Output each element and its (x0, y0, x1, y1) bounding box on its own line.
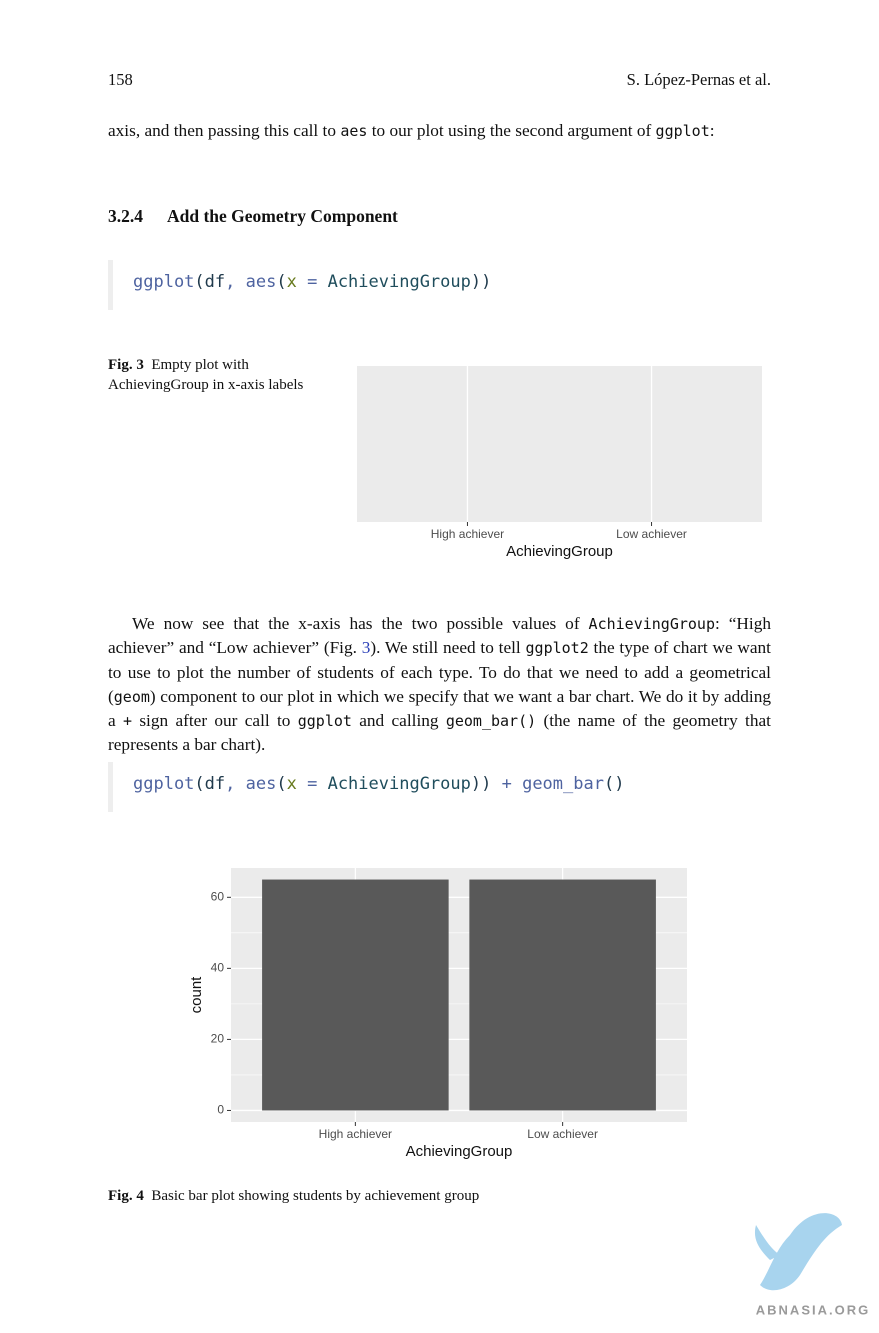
link[interactable]: 3 (361, 638, 371, 658)
text-run: We now see that the x-axis has the two p… (132, 614, 589, 633)
text-run: to our plot using the second argument of (367, 121, 656, 140)
code-token: + (491, 774, 523, 794)
code-token: = (296, 272, 328, 292)
inline-code: ggplot2 (525, 639, 589, 658)
inline-code: + (122, 712, 133, 731)
section-title: Add the Geometry Component (167, 206, 398, 226)
text-run: and calling (351, 711, 446, 731)
code-token: )) (470, 272, 492, 292)
text-run: : “High achiever” and “Low achiever” (Fi… (108, 614, 771, 658)
text-run: axis, and then passing this call to (108, 121, 341, 140)
text-run: : (709, 121, 715, 140)
plot-panel (357, 366, 762, 522)
code: ggplot(df, aes(x = AchievingGroup)) + ge… (133, 774, 624, 794)
code-token: ggplot (133, 774, 195, 794)
text-run: (the name of the geometry that represent… (108, 711, 771, 755)
figure-label: Fig. 4 (108, 1188, 144, 1204)
watermark: ABNASIA.ORG (756, 1302, 870, 1317)
figure-caption: Fig. 4 Basic bar plot showing students b… (108, 1188, 479, 1205)
code-token: AchievingGroup (327, 774, 471, 794)
code-token: ( (276, 774, 287, 794)
text-run: sign after our call to (132, 711, 298, 731)
x-axis-label: AchievingGroup (506, 543, 613, 560)
code-token: AchievingGroup (327, 272, 471, 292)
code-token: ( (194, 774, 205, 794)
code-token: geom_bar (522, 774, 604, 794)
bar (262, 879, 449, 1111)
caption-text: Basic bar plot showing students by achie… (151, 1188, 480, 1204)
code-token: df (204, 272, 226, 292)
inline-code: geom_bar() (445, 712, 537, 731)
code-block: ggplot(df, aes(x = AchievingGroup)) (108, 260, 776, 310)
figure-label: Fig. 3 (108, 357, 144, 373)
x-tick-label: Low achiever (527, 1127, 598, 1141)
y-axis-label: count (188, 976, 205, 1014)
code-block: ggplot(df, aes(x = AchievingGroup)) + ge… (108, 762, 776, 812)
text-run: ). We still need to tell (370, 638, 526, 658)
inline-code: AchievingGroup (588, 615, 715, 633)
code-token: ggplot (133, 272, 195, 292)
code-token: , (225, 272, 246, 292)
y-tick-label: 40 (211, 961, 225, 975)
x-axis-label: AchievingGroup (406, 1143, 513, 1160)
code-token: ( (276, 272, 287, 292)
caption-text: Empty plot with AchievingGroup in x-axis… (108, 357, 304, 393)
inline-code: ggplot (297, 712, 352, 731)
code-token: )) (470, 774, 492, 794)
section-heading: 3.2.4 Add the Geometry Component (108, 206, 398, 227)
x-tick-label: High achiever (431, 527, 504, 541)
code-token: = (296, 774, 328, 794)
bar (469, 879, 656, 1111)
inline-code: geom (113, 687, 150, 706)
code-token: aes (245, 774, 277, 794)
x-tick-label: High achiever (319, 1127, 392, 1141)
y-tick-label: 0 (217, 1103, 224, 1117)
y-tick-label: 60 (211, 889, 225, 903)
x-tick-label: Low achiever (616, 527, 687, 541)
code-token: x (286, 774, 297, 794)
text-run: the type of chart we want to use to plot… (108, 638, 771, 706)
paragraph: axis, and then passing this call to aes … (108, 119, 771, 143)
figure-caption: Fig. 3 Empty plot with AchievingGroup in… (108, 356, 308, 395)
code-token: () (603, 774, 625, 794)
section-number: 3.2.4 (108, 206, 143, 226)
code: ggplot(df, aes(x = AchievingGroup)) (133, 272, 491, 292)
code-token: df (204, 774, 226, 794)
code-token: , (225, 774, 246, 794)
code-token: x (286, 272, 297, 292)
page-number: 158 (108, 70, 133, 89)
text-run: ) component to our plot in which we spec… (108, 686, 771, 731)
paragraph: We now see that the x-axis has the two p… (108, 612, 771, 758)
watermark-logo (754, 1213, 842, 1291)
inline-code: ggplot (655, 122, 710, 140)
running-head: S. López-Pernas et al. (626, 70, 771, 89)
code-token: aes (245, 272, 277, 292)
y-tick-label: 20 (211, 1032, 225, 1046)
inline-code: aes (340, 122, 368, 140)
code-token: ( (194, 272, 205, 292)
